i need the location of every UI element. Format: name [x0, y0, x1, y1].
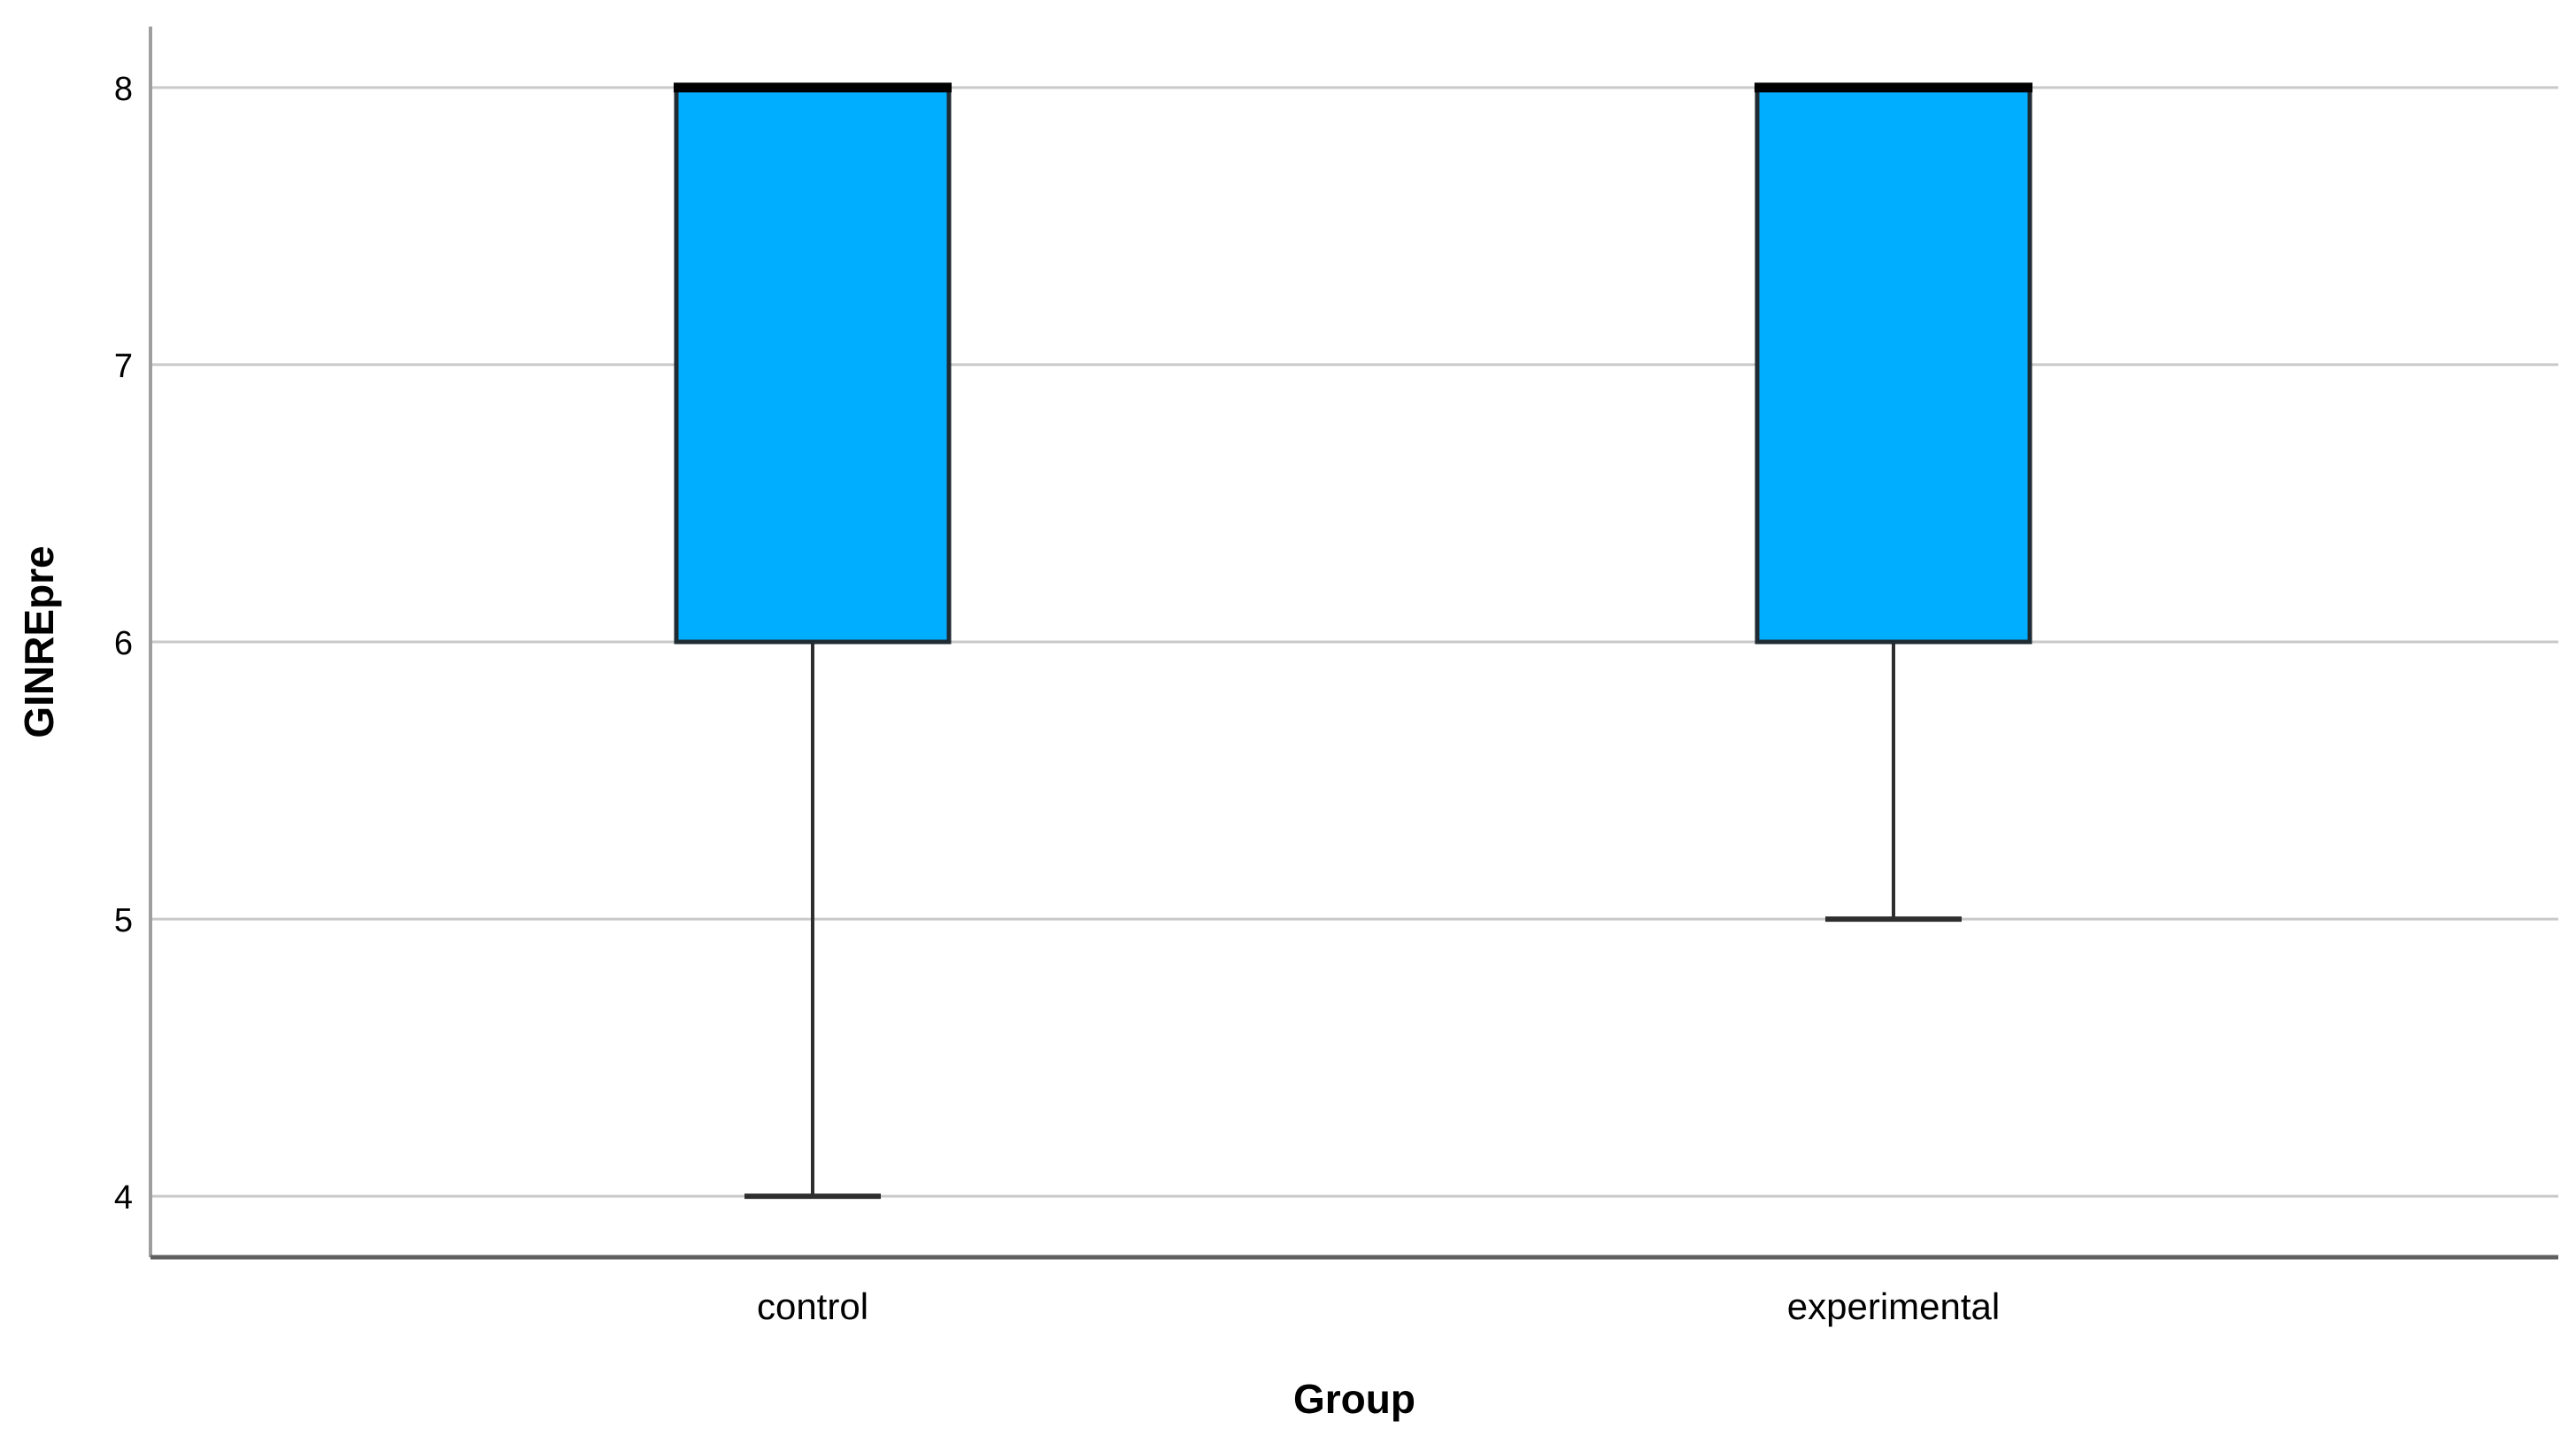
x-axis-title: Group — [1293, 1376, 1415, 1422]
gridline-layer — [150, 86, 2558, 1198]
category-label-control: control — [757, 1286, 868, 1327]
y-tick-label-6: 6 — [114, 625, 133, 662]
box-experimental — [1755, 85, 2032, 645]
y-axis-title: GINREpre — [16, 545, 62, 738]
axes-layer — [149, 27, 2558, 1260]
y-tick-label-7: 7 — [114, 348, 133, 385]
boxes-layer — [674, 82, 2032, 1200]
y-tick-label-5: 5 — [114, 902, 133, 939]
box-control — [674, 85, 952, 645]
category-label-experimental: experimental — [1787, 1286, 2000, 1327]
y-tick-label-4: 4 — [114, 1179, 133, 1216]
labels-layer: 4 5 6 7 8 control experimental — [114, 71, 2000, 1327]
y-tick-label-8: 8 — [114, 71, 133, 108]
